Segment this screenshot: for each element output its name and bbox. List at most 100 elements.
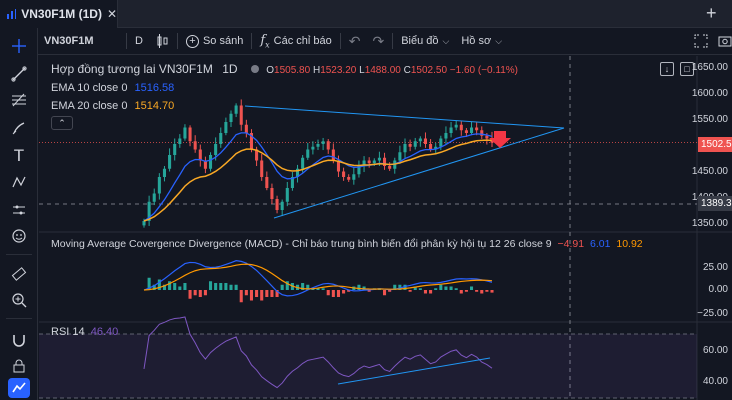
macd-histogram-bar [193,290,197,296]
candle-body [321,141,325,144]
macd-histogram-bar [485,290,489,292]
profile-dropdown[interactable]: Hồ sơ ⌵ [455,28,508,55]
chart-type-label: Biểu đồ [401,35,439,47]
scale-down-icon[interactable]: ↓ [660,62,674,76]
candle-body [413,141,417,147]
toolbar-divider [6,254,32,255]
legend-interval: 1D [222,62,238,76]
compare-button[interactable]: + So sánh [180,28,249,55]
macd-axis-label: −25.00 [697,308,728,319]
candle-style-icon [157,34,168,48]
ema10-name: EMA 10 close 0 [51,82,128,94]
candle-body [142,221,146,226]
macd-histogram-bar [372,288,376,290]
macd-histogram-bar [423,290,428,294]
candle-body [178,138,182,144]
bar-style-button[interactable] [149,28,175,55]
macd-histogram-bar [357,284,361,290]
macd-histogram-bar [377,288,381,290]
fib-retracement-icon[interactable] [9,90,29,110]
price-axis-label: 1350.00 [691,218,728,229]
macd-histogram-bar [413,286,417,290]
crosshair-icon[interactable] [9,36,29,56]
candle-body [490,138,494,143]
upper-trendline [244,105,565,129]
emoji-icon[interactable] [9,226,29,246]
undo-icon[interactable]: ↶ [348,32,361,49]
instrument-title: Hợp đồng tương lai VN30F1M [51,62,213,76]
trend-line-icon[interactable] [9,64,29,84]
interval-button[interactable]: D [135,35,143,47]
macd-histogram-bar [388,290,392,292]
rsi-axis-label: 40.00 [702,376,728,387]
redo-icon[interactable]: ↷ [372,32,385,49]
macd-histogram-bar [260,290,264,301]
macd-histogram-bar [469,286,474,290]
toolbar-divider [251,33,253,49]
ema20-legend[interactable]: EMA 20 close 0 1514.70 [51,100,174,112]
candle-body [342,171,346,177]
ruler-icon[interactable] [9,264,29,284]
measure-tools-icon[interactable] [9,200,29,220]
indicators-button[interactable]: fx Các chỉ báo [254,28,337,55]
macd-value-1: −4.91 [557,238,585,250]
magnet-icon[interactable] [9,330,29,350]
fullscreen-icon[interactable] [688,28,714,55]
indicators-label: Các chỉ báo [273,35,332,47]
macd-histogram-bar [475,290,479,292]
zoom-in-icon[interactable] [9,290,29,310]
maximize-pane-icon[interactable]: □ [680,62,694,76]
candle-body [193,141,197,150]
new-tab-button[interactable]: + [706,3,717,23]
candle-body [326,141,330,150]
ema10-legend[interactable]: EMA 10 close 0 1516.58 [51,82,174,94]
macd-histogram-bar [239,290,243,303]
high-label: H [312,65,321,76]
pattern-icon[interactable] [9,172,29,192]
add-compare-icon: + [185,34,199,48]
chart-type-dropdown[interactable]: Biểu đồ ⌵ [395,28,455,55]
macd-histogram-bar [290,283,294,290]
macd-histogram-bar [434,288,438,290]
high-value: 1523.20 [320,65,357,76]
candle-body [316,144,320,147]
candle-body [285,188,289,202]
close-label: C [403,65,411,76]
candle-body [439,138,443,147]
macd-legend[interactable]: Moving Average Covergence Divergence (MA… [51,238,643,250]
tab-bar: VN30F1M (1D) ✕ + [0,0,732,28]
toolbar-divider [6,318,32,319]
text-tool-icon[interactable]: T [13,146,25,165]
collapse-legend-button[interactable]: ⌃ [51,116,73,130]
macd-histogram-bar [480,290,484,294]
candle-body [434,146,438,150]
candle-body [244,124,248,133]
macd-histogram-bar [336,290,341,297]
candle-body [331,149,335,161]
brush-icon[interactable] [9,118,29,138]
macd-histogram-bar [316,288,320,290]
macd-histogram-bar [280,284,284,290]
chart-tab[interactable]: VN30F1M (1D) ✕ [0,0,118,28]
tab-close-icon[interactable]: ✕ [106,7,117,21]
candle-body [480,130,484,136]
candle-body [311,146,315,150]
candle-body [188,127,192,142]
macd-signal-line [143,263,493,291]
object-tree-icon[interactable] [8,378,30,398]
symbol-search-button[interactable]: VN30F1M [44,35,94,47]
market-status-icon [250,65,259,73]
lock-icon[interactable] [9,356,29,376]
drawing-toolbar: T [0,28,38,400]
macd-histogram-bar [449,286,453,290]
rsi-legend[interactable]: RSI 14 46.40 [51,326,118,338]
macd-histogram-bar [219,283,223,290]
macd-histogram-bar [249,290,254,301]
macd-value-3: 10.92 [616,238,643,250]
candle-body [336,160,341,172]
candle-body [382,157,387,166]
snapshot-icon[interactable] [712,28,732,55]
macd-histogram-bar [342,290,346,294]
macd-histogram-bar [301,283,305,290]
